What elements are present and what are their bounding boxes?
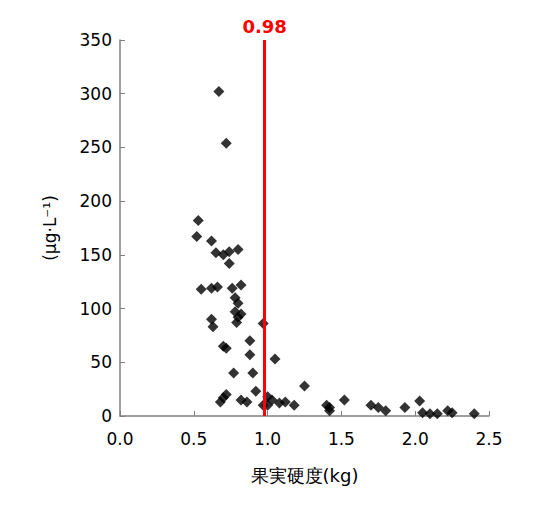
svg-text:0.5: 0.5 — [180, 429, 207, 449]
svg-text:200: 200 — [80, 191, 112, 211]
svg-text:果実硬度(kg): 果実硬度(kg) — [251, 465, 359, 486]
svg-text:250: 250 — [80, 137, 112, 157]
svg-text:300: 300 — [80, 84, 112, 104]
svg-text:100: 100 — [80, 299, 112, 319]
svg-text:1.5: 1.5 — [328, 429, 355, 449]
svg-text:2.0: 2.0 — [402, 429, 429, 449]
svg-text:350: 350 — [80, 30, 112, 50]
svg-text:(μg·L⁻¹): (μg·L⁻¹) — [40, 195, 60, 261]
svg-text:2.5: 2.5 — [475, 429, 502, 449]
svg-text:1.0: 1.0 — [254, 429, 281, 449]
svg-text:150: 150 — [80, 245, 112, 265]
svg-text:0.98: 0.98 — [242, 16, 286, 37]
svg-text:0.0: 0.0 — [106, 429, 133, 449]
svg-text:50: 50 — [90, 352, 112, 372]
svg-text:0: 0 — [101, 406, 112, 426]
